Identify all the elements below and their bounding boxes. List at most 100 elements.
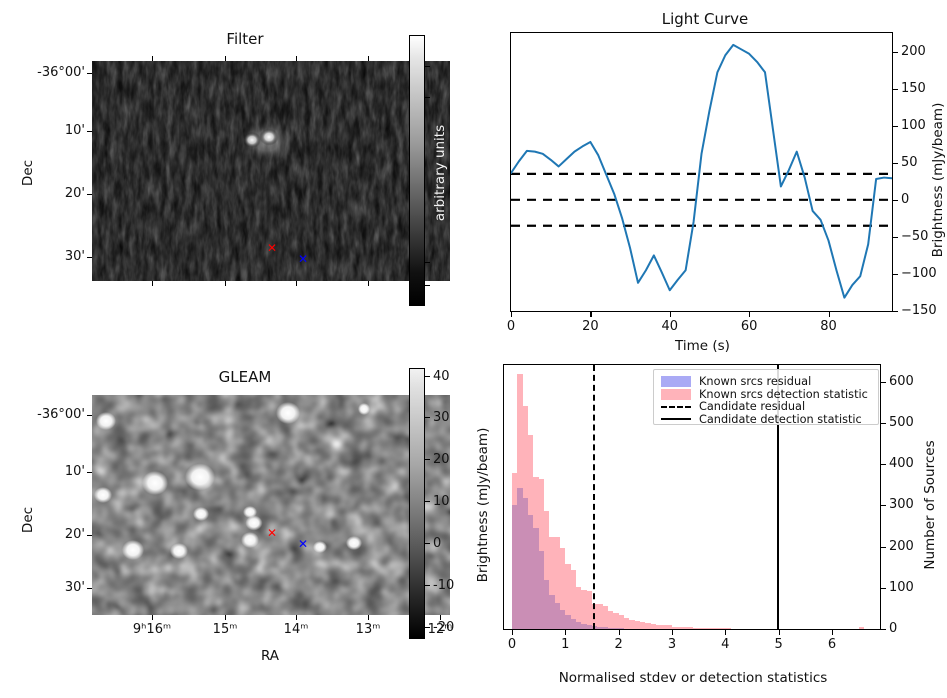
light-curve-ytick-label-2: −50 [901,228,929,244]
legend-row-2[interactable]: Candidate residual [661,400,805,413]
legend-swatch-1 [661,388,691,400]
legend-row-1[interactable]: Known srcs detection statistic [661,388,868,401]
gleam-cbar-tick-m20 [425,627,430,629]
histogram-bar-detection [581,590,587,629]
histogram-bar-residual [608,627,614,629]
histogram-bar-detection [666,625,672,629]
histogram-bar-residual [522,497,528,629]
histogram-ytick-label-1: 100 [889,579,914,595]
light-curve-title: Light Curve [661,10,749,28]
gleam-sky-image[interactable]: ✕ ✕ [92,395,450,615]
filter-sky-image[interactable]: ✕ ✕ [92,61,450,281]
histogram-bar-detection [656,625,662,629]
light-curve-ytick-mark-4 [893,162,898,164]
filter-cbar-tick-3 [425,285,430,287]
legend-label-1: Known srcs detection statistic [699,387,868,401]
legend-solid-line-3 [661,418,691,421]
light-curve-ytick-label-7: 200 [901,43,926,59]
histogram-bar-detection [650,624,656,629]
histogram-bar-detection [858,626,864,629]
filter-cbar-tick-0 [425,66,430,68]
light-curve-xtick-label-4: 80 [820,319,837,334]
filter-xtick-mark-b0 [152,281,154,286]
histogram-xtick-label-0: 0 [507,637,517,652]
histogram-bar-residual [528,515,534,629]
filter-ytick-mark-0 [87,72,92,74]
histogram-ytick-mark-1 [881,587,886,589]
light-curve-xtick-mark-0 [511,312,513,317]
histogram-bar-detection [624,617,630,629]
histogram-bar-detection [704,627,710,629]
histogram-bar-residual [517,487,523,629]
histogram-ytick-mark-0 [881,629,886,631]
gleam-xtick-3: 13ᵐ [355,622,381,637]
gleam-xtick-mark-3 [368,615,370,620]
filter-xtick-mark-1 [225,56,227,61]
histogram-bar-detection [661,624,667,629]
gleam-red-cross-icon: ✕ [267,526,278,540]
legend-label-2: Candidate residual [699,400,806,414]
gleam-ytick-2: 20' [64,527,85,542]
gleam-ytick-mark-2 [87,534,92,536]
histogram-bar-detection [698,627,704,629]
gleam-ytick-mark-3 [87,587,92,589]
gleam-xtick-0: 9ʰ16ᵐ [132,622,172,637]
light-curve-xtick-mark-2 [669,312,671,317]
light-curve-ytick-label-5: 100 [901,117,926,133]
legend-label-0: Known srcs residual [699,375,812,388]
filter-xtick-mark-0 [152,56,154,61]
histogram-ytick-mark-3 [881,505,886,507]
histogram-bar-detection [725,628,731,629]
histogram-vline-candidate-detection [776,365,779,629]
filter-colorbar[interactable] [409,35,425,306]
histogram-bar-detection [693,627,699,629]
gleam-cbar-label-m20: -20 [433,620,455,635]
gleam-cbar-tick-10 [425,501,430,503]
gleam-ytick-mark-1 [87,471,92,473]
filter-xtick-mark-b3 [368,281,370,286]
gleam-colorbar[interactable] [409,368,425,639]
light-curve-xtick-mark-1 [590,312,592,317]
gleam-ytick-mark-0 [87,414,92,416]
histogram-xtick-label-5: 5 [774,637,783,652]
histogram-bar-detection [560,548,566,629]
light-curve-plot-area[interactable] [510,32,893,312]
filter-red-cross-icon: ✕ [267,241,278,255]
histogram-bar-residual [549,595,555,629]
gleam-xtick-mark-2 [296,615,298,620]
gleam-cbar-tick-40 [425,376,430,378]
histogram-ytick-mark-2 [881,546,886,548]
gleam-xtick-1: 15ᵐ [212,622,238,637]
histogram-bar-residual [586,625,592,629]
light-curve-xtick-label-1: 20 [582,319,599,334]
histogram-xtick-mark-0 [512,630,514,635]
light-curve-ytick-label-4: 50 [901,154,918,170]
filter-blue-cross-icon: ✕ [298,252,309,266]
filter-ytick-1: 10' [64,123,85,138]
histogram-ytick-mark-5 [881,422,886,424]
histogram-bar-residual [581,624,587,629]
filter-xtick-mark-b2 [296,281,298,286]
histogram-x-axis-label: Normalised stdev or detection statistics [558,670,828,686]
histogram-xtick-label-6: 6 [827,637,837,652]
filter-cbar-tick-2 [425,262,430,264]
histogram-ytick-mark-6 [881,381,886,383]
legend-row-3[interactable]: Candidate detection statistic [661,413,862,426]
light-curve-ytick-mark-3 [893,199,898,201]
gleam-cbar-label-0: 0 [433,536,442,551]
filter-cbar-tick-1 [425,97,430,99]
light-curve-xtick-mark-3 [749,312,751,317]
gleam-cbar-tick-m10 [425,585,430,587]
histogram-bar-residual [560,610,566,629]
light-curve-x-axis-label: Time (s) [675,338,730,354]
gleam-cbar-label-20: 20 [433,452,450,467]
histogram-legend[interactable]: Known srcs residual Known srcs detection … [653,369,879,426]
histogram-bar-detection [576,587,582,629]
legend-row-0[interactable]: Known srcs residual [661,375,811,388]
histogram-ytick-label-4: 400 [889,456,914,471]
histogram-bar-detection [629,619,635,629]
light-curve-xtick-label-3: 60 [740,319,758,334]
histogram-bar-detection [613,613,619,629]
histogram-bar-residual [512,505,518,629]
gleam-ytick-3: 30' [64,580,85,595]
